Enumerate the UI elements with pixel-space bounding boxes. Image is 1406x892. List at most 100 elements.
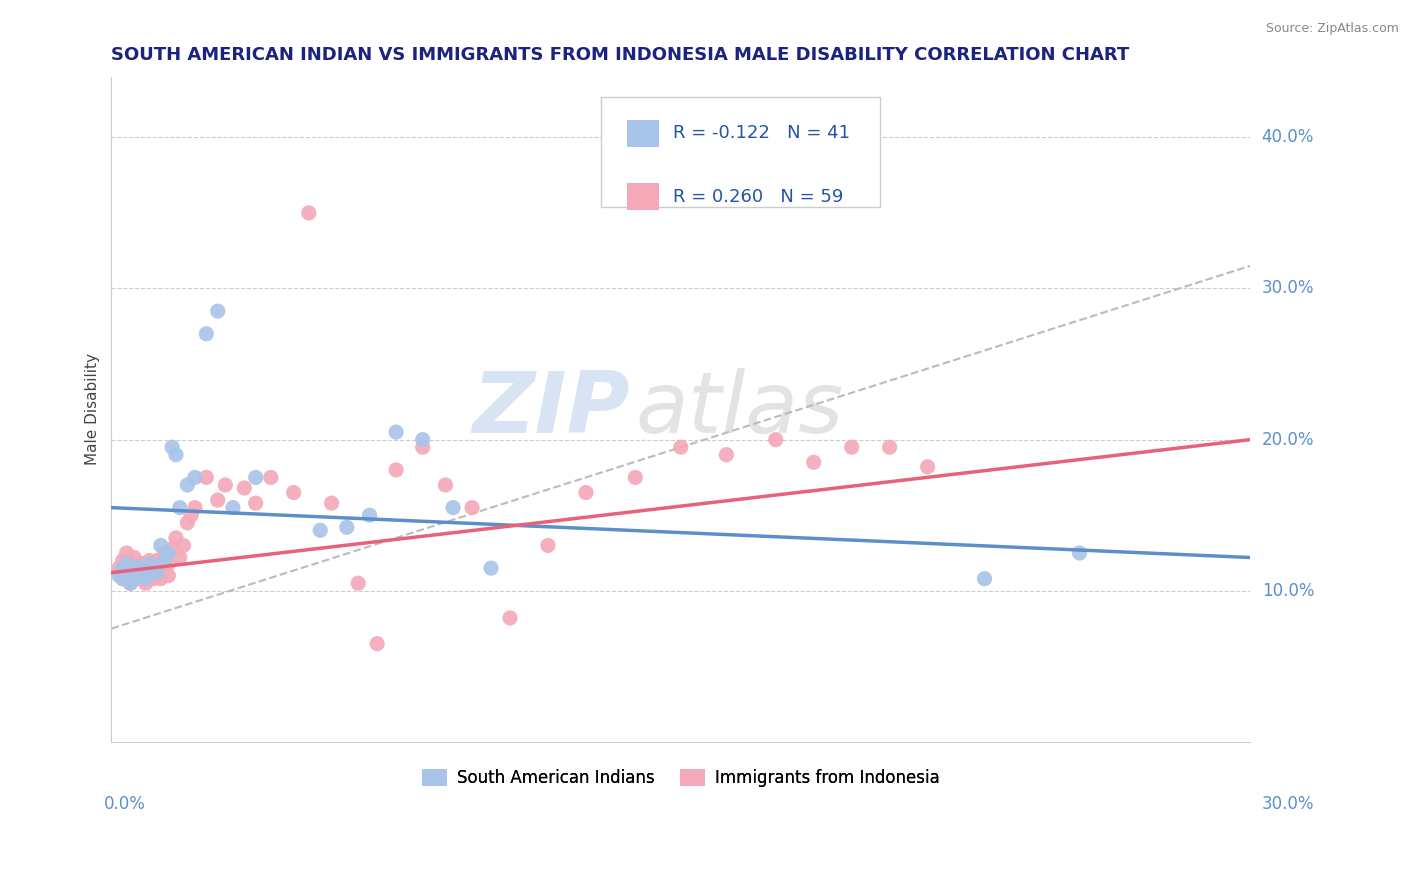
Point (135, 576, 157, 591)
Point (169, 500, 191, 515)
Point (366, 637, 388, 651)
Point (385, 425, 408, 439)
Point (222, 500, 245, 515)
Point (135, 564, 157, 578)
Point (115, 566, 138, 580)
Point (233, 481, 256, 495)
Point (157, 546, 180, 560)
Point (169, 550, 191, 565)
Point (917, 459, 939, 474)
Point (173, 538, 195, 552)
Point (135, 561, 157, 575)
Point (184, 500, 207, 515)
Point (127, 572, 149, 586)
Text: 30.0%: 30.0% (1261, 795, 1315, 813)
Text: 10.0%: 10.0% (1261, 582, 1315, 599)
Point (359, 508, 381, 523)
Text: R = -0.122   N = 41: R = -0.122 N = 41 (673, 124, 849, 143)
Point (111, 572, 134, 586)
Text: SOUTH AMERICAN INDIAN VS IMMIGRANTS FROM INDONESIA MALE DISABILITY CORRELATION C: SOUTH AMERICAN INDIAN VS IMMIGRANTS FROM… (111, 46, 1129, 64)
Text: R = 0.260   N = 59: R = 0.260 N = 59 (673, 187, 844, 205)
Point (149, 572, 172, 586)
Point (160, 541, 183, 556)
Point (624, 470, 647, 484)
Point (412, 433, 434, 447)
Point (138, 557, 160, 571)
Point (131, 557, 153, 571)
Point (385, 463, 408, 477)
Point (347, 576, 370, 591)
Point (298, 206, 321, 220)
Point (157, 557, 180, 571)
Point (135, 572, 157, 586)
Point (973, 572, 995, 586)
Point (669, 440, 692, 454)
Point (321, 496, 343, 510)
Point (245, 496, 267, 510)
Bar (627, 120, 659, 146)
Point (120, 576, 142, 591)
Point (149, 557, 172, 571)
FancyBboxPatch shape (602, 97, 880, 207)
Legend: South American Indians, Immigrants from Indonesia: South American Indians, Immigrants from … (416, 762, 946, 794)
Point (157, 568, 180, 582)
Point (441, 500, 464, 515)
Point (142, 561, 165, 575)
Point (120, 568, 142, 582)
Point (142, 572, 165, 586)
Point (336, 520, 359, 534)
Point (127, 559, 149, 574)
Point (146, 566, 169, 580)
Point (479, 561, 502, 575)
Point (184, 470, 207, 484)
Point (127, 561, 149, 575)
Point (115, 566, 138, 580)
Point (120, 561, 142, 575)
Point (260, 470, 283, 484)
Point (575, 485, 598, 500)
Point (537, 538, 560, 552)
Y-axis label: Male Disability: Male Disability (86, 353, 100, 466)
Point (176, 516, 198, 530)
Point (127, 566, 149, 580)
Text: 0.0%: 0.0% (104, 795, 146, 813)
Point (499, 611, 522, 625)
Point (153, 553, 176, 567)
Point (131, 561, 153, 575)
Point (461, 500, 484, 515)
Point (165, 448, 187, 462)
Text: 30.0%: 30.0% (1261, 279, 1315, 298)
Point (122, 550, 145, 565)
Point (115, 546, 138, 560)
Point (138, 553, 160, 567)
Point (142, 561, 165, 575)
Point (122, 564, 145, 578)
Point (309, 524, 332, 538)
Point (176, 478, 198, 492)
Point (138, 566, 160, 580)
Point (146, 566, 169, 580)
Point (111, 553, 134, 567)
Point (108, 568, 131, 582)
Text: 20.0%: 20.0% (1261, 431, 1315, 449)
Point (120, 557, 142, 571)
Text: ZIP: ZIP (472, 368, 630, 450)
Point (195, 326, 218, 341)
Point (131, 566, 153, 580)
Point (434, 478, 457, 492)
Point (111, 572, 134, 586)
Point (138, 568, 160, 582)
Point (160, 440, 183, 454)
Point (765, 433, 787, 447)
Point (122, 572, 145, 586)
Point (111, 561, 134, 575)
Point (195, 470, 218, 484)
Point (412, 440, 434, 454)
Point (716, 448, 738, 462)
Point (207, 304, 229, 318)
Point (841, 440, 863, 454)
Point (153, 546, 176, 560)
Point (120, 576, 142, 591)
Point (146, 553, 169, 567)
Point (180, 508, 202, 523)
